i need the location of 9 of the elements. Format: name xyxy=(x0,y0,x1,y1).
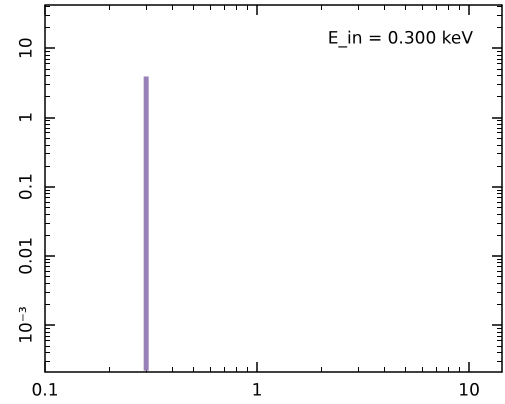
y-tick-label: 0.1 xyxy=(16,173,36,200)
x-tick-label: 1 xyxy=(252,380,262,400)
x-tick-label: 0.1 xyxy=(31,380,59,400)
annotation: E_in = 0.300 keV xyxy=(328,28,474,48)
y-tick-label: 1 xyxy=(16,112,36,123)
y-tick-label: 10⁻³ xyxy=(16,306,36,344)
y-tick-label: 0.01 xyxy=(16,236,36,275)
y-tick-label: 10 xyxy=(16,37,36,59)
x-tick-label: 10 xyxy=(458,380,480,400)
